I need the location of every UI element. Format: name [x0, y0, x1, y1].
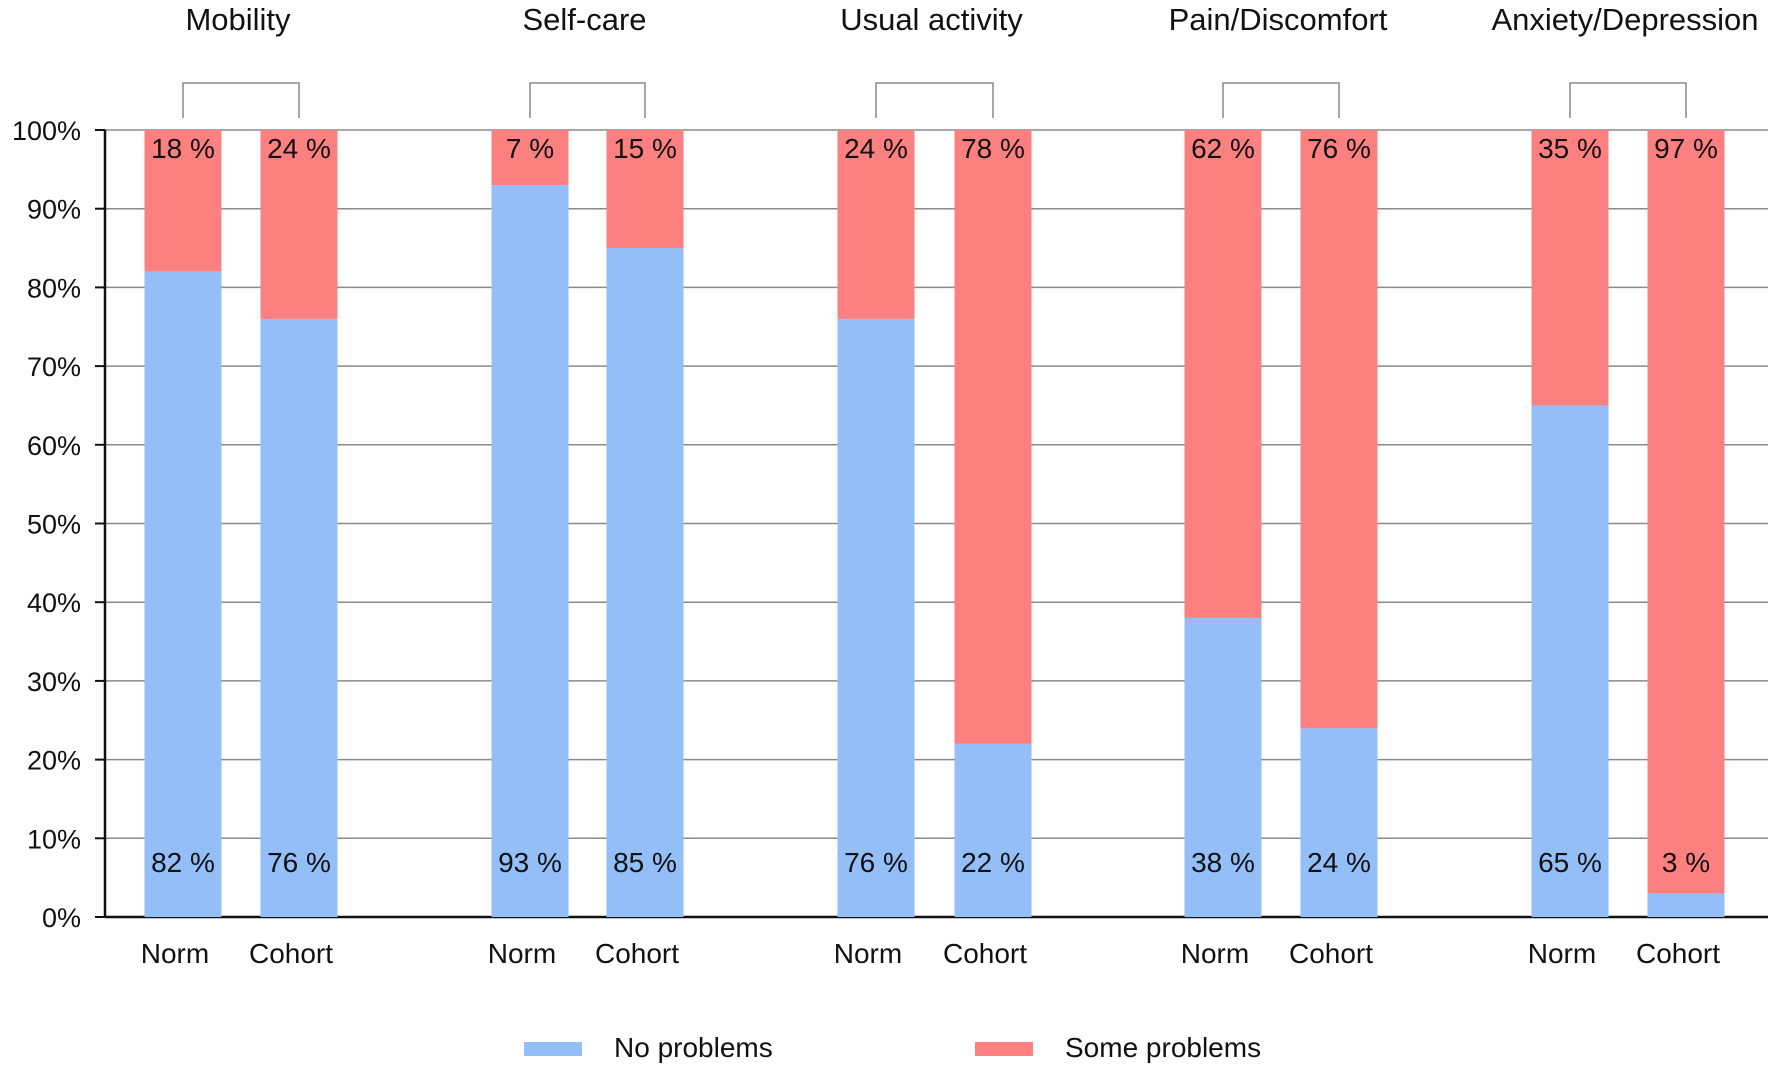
data-label-no-problems: 76 %: [844, 847, 908, 878]
legend-label: No problems: [614, 1032, 773, 1063]
data-label-no-problems: 22 %: [961, 847, 1025, 878]
comparison-bracket: [875, 82, 994, 118]
y-tick-label: 0%: [42, 903, 81, 933]
comparison-brackets: [182, 82, 1687, 118]
data-label-some-problems: 24 %: [267, 133, 331, 164]
comparison-bracket: [182, 82, 300, 118]
bar-no-problems: [954, 743, 1032, 917]
data-label-no-problems: 85 %: [613, 847, 677, 878]
group-title: Self-care: [522, 2, 646, 37]
gridlines: [105, 129, 1768, 840]
x-tick-label: Norm: [141, 938, 209, 969]
data-label-some-problems: 62 %: [1191, 133, 1255, 164]
bar-some-problems: [837, 130, 915, 319]
x-tick-label: Cohort: [943, 938, 1027, 969]
bar-some-problems: [260, 130, 338, 319]
data-label-no-problems: 76 %: [267, 847, 331, 878]
group-title: Pain/Discomfort: [1169, 2, 1388, 37]
bar-no-problems: [491, 185, 569, 918]
y-axis: 0% 10% 20% 30% 40% 50% 60% 70% 80% 90% 100%: [12, 116, 1768, 933]
data-label-some-problems: 7 %: [506, 133, 554, 164]
legend-swatch: [975, 1042, 1033, 1056]
bar-some-problems: [144, 130, 222, 272]
y-tick-label: 40%: [27, 588, 81, 618]
y-tick-label: 70%: [27, 352, 81, 382]
data-label-some-problems: 78 %: [961, 133, 1025, 164]
data-label-no-problems: 3 %: [1662, 847, 1710, 878]
y-tick-label: 20%: [27, 746, 81, 776]
x-tick-label: Norm: [834, 938, 902, 969]
data-label-some-problems: 35 %: [1538, 133, 1602, 164]
x-tick-label: Norm: [1528, 938, 1596, 969]
bar-some-problems: [954, 130, 1032, 744]
group-title: Usual activity: [840, 2, 1023, 37]
x-tick-label: Cohort: [1289, 938, 1373, 969]
bar-no-problems: [1300, 728, 1378, 917]
data-label-some-problems: 76 %: [1307, 133, 1371, 164]
bar-no-problems: [837, 318, 915, 917]
x-tick-label: Norm: [488, 938, 556, 969]
data-label-no-problems: 65 %: [1538, 847, 1602, 878]
y-tick-label: 90%: [27, 195, 81, 225]
legend-label: Some problems: [1065, 1032, 1261, 1063]
data-label-some-problems: 24 %: [844, 133, 908, 164]
bar-some-problems: [606, 130, 684, 249]
legend: No problems Some problems: [524, 1032, 1261, 1063]
bar-no-problems: [606, 248, 684, 918]
comparison-bracket: [1222, 82, 1340, 118]
data-label-some-problems: 15 %: [613, 133, 677, 164]
data-label-some-problems: 18 %: [151, 133, 215, 164]
data-label-no-problems: 93 %: [498, 847, 562, 878]
bar-no-problems: [260, 318, 338, 917]
bar-some-problems: [1531, 130, 1609, 406]
y-tick-label: 30%: [27, 667, 81, 697]
bar-some-problems: [1300, 130, 1378, 729]
bar-some-problems: [491, 130, 569, 186]
x-tick-label: Cohort: [1636, 938, 1720, 969]
data-label-no-problems: 38 %: [1191, 847, 1255, 878]
x-tick-label: Cohort: [249, 938, 333, 969]
y-tick-label: 100%: [12, 116, 81, 146]
group-title: Anxiety/Depression: [1491, 2, 1758, 37]
y-tick-label: 10%: [27, 824, 81, 854]
data-label-some-problems: 97 %: [1654, 133, 1718, 164]
comparison-bracket: [529, 82, 646, 118]
x-axis-labels: Norm Cohort Norm Cohort Norm Cohort Norm Cohort…: [141, 938, 1720, 969]
bars: 18 % 82 % 24 % 76 % 7 % 93 % 15 % 85 % 24 % 76 % 7…: [144, 130, 1725, 918]
bar-some-problems: [1647, 130, 1725, 894]
bar-no-problems: [1531, 405, 1609, 917]
group-title: Mobility: [185, 2, 291, 37]
bar-no-problems: [144, 271, 222, 917]
y-tick-label: 80%: [27, 273, 81, 303]
group-titles: Mobility Self-care Usual activity Pain/Disc…: [185, 2, 1758, 37]
x-tick-label: Cohort: [595, 938, 679, 969]
x-tick-label: Norm: [1181, 938, 1249, 969]
bar-no-problems: [1184, 617, 1262, 917]
bar-no-problems: [1647, 893, 1725, 917]
data-label-no-problems: 24 %: [1307, 847, 1371, 878]
bar-some-problems: [1184, 130, 1262, 618]
y-tick-label: 60%: [27, 431, 81, 461]
comparison-bracket: [1569, 82, 1687, 118]
y-tick-label: 50%: [27, 510, 81, 540]
legend-swatch: [524, 1042, 582, 1056]
data-label-no-problems: 82 %: [151, 847, 215, 878]
